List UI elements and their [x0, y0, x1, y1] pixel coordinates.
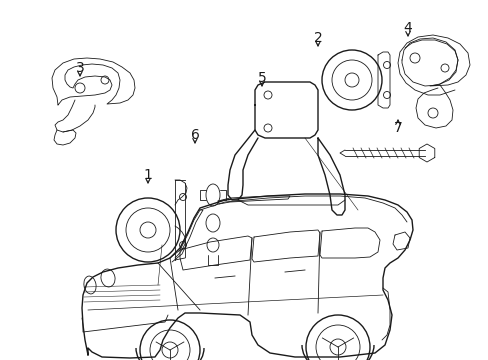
Text: 3: 3	[76, 61, 84, 75]
Text: 2: 2	[313, 31, 322, 45]
Text: 4: 4	[403, 21, 411, 35]
Text: 7: 7	[393, 121, 402, 135]
Text: 1: 1	[143, 168, 152, 182]
Text: 5: 5	[257, 71, 266, 85]
Text: 6: 6	[190, 128, 199, 142]
